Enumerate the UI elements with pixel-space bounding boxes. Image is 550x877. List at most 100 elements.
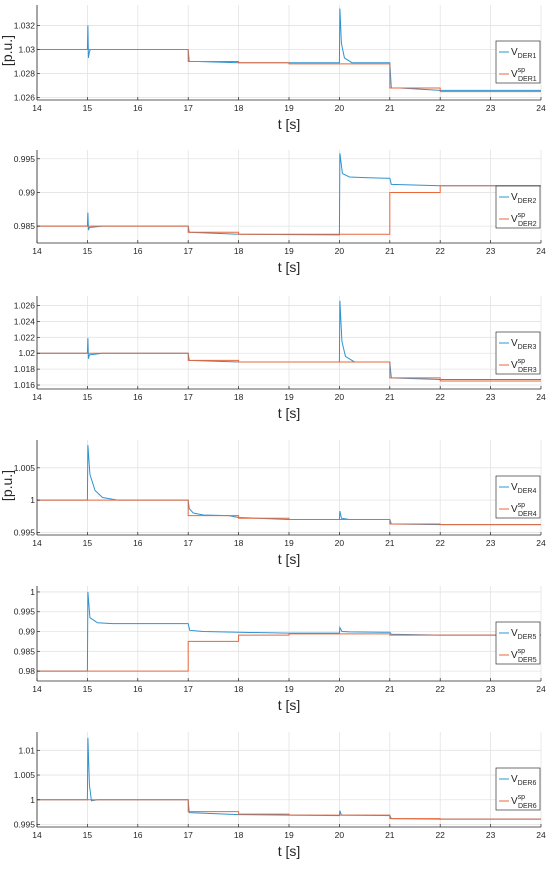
x-tick-label: 14 [32, 246, 42, 256]
y-tick-label: 1.02 [18, 348, 35, 358]
y-tick-label: 0.98 [18, 666, 35, 676]
x-axis-title: t [s] [278, 843, 301, 859]
x-tick-label: 16 [133, 684, 143, 694]
y-tick-label: 1.03 [18, 44, 35, 54]
series-setpoint-der3 [37, 352, 541, 382]
legend-subscript: DER5 [518, 657, 537, 664]
x-tick-label: 18 [234, 830, 244, 840]
x-tick-label: 14 [32, 684, 42, 694]
legend-subscript: DER4 [518, 511, 537, 518]
y-tick-label: 1.026 [14, 301, 36, 311]
legend-entry: VDER2 [511, 192, 536, 205]
legend-symbol: V [511, 69, 518, 80]
x-tick-label: 18 [234, 392, 244, 402]
y-tick-label: 0.995 [14, 607, 36, 617]
y-tick-label: 0.985 [14, 221, 36, 231]
x-tick-label: 20 [335, 538, 345, 548]
legend-superscript: sp [518, 67, 526, 74]
legend-entry: Vsp DER1 [511, 67, 537, 83]
x-tick-label: 15 [83, 103, 93, 113]
legend-subscript: DER5 [518, 634, 537, 641]
legend-entry: VDER1 [511, 47, 536, 60]
x-tick-label: 24 [536, 103, 546, 113]
panel-6: 14 15 16 17 18 19 20 21 22 23 24 0.995 1 1.005 1.01 t [… [14, 732, 546, 859]
y-tick-label: 1.028 [14, 69, 36, 79]
legend-symbol: V [511, 774, 518, 785]
x-tick-label: 22 [435, 246, 445, 256]
y-tick-label: 1 [30, 587, 35, 597]
y-tick-label: 0.99 [18, 187, 35, 197]
x-tick-label: 19 [284, 684, 294, 694]
legend-superscript: sp [518, 648, 526, 655]
legend-box [495, 767, 541, 811]
legend-superscript: sp [518, 212, 526, 219]
legend-symbol: V [511, 628, 518, 639]
y-tick-label: 0.99 [18, 627, 35, 637]
x-tick-label: 22 [435, 103, 445, 113]
legend-subscript: DER1 [518, 53, 537, 60]
y-tick-label: 1.016 [14, 380, 36, 390]
x-tick-label: 15 [83, 246, 93, 256]
legend-symbol: V [511, 504, 518, 515]
x-tick-label: 21 [385, 392, 395, 402]
y-tick-label: 1 [30, 795, 35, 805]
x-tick-label: 24 [536, 538, 546, 548]
x-tick-label: 18 [234, 538, 244, 548]
y-tick-label: 1.01 [18, 745, 35, 755]
x-tick-label: 17 [183, 392, 193, 402]
x-tick-label: 21 [385, 830, 395, 840]
legend-entry: VDER6 [511, 774, 536, 787]
x-tick-label: 18 [234, 246, 244, 256]
panel-3: 14 15 16 17 18 19 20 21 22 23 24 1.016 1.018 1.02 1.02… [14, 296, 546, 421]
x-axis-title: t [s] [278, 551, 301, 567]
x-tick-label: 19 [284, 830, 294, 840]
x-tick-label: 19 [284, 392, 294, 402]
y-tick-label: 1.018 [14, 364, 36, 374]
x-tick-label: 17 [183, 246, 193, 256]
x-tick-label: 21 [385, 684, 395, 694]
y-tick-label: 1.032 [14, 20, 36, 30]
legend-entry: Vsp DER5 [511, 648, 537, 664]
x-tick-label: 22 [435, 538, 445, 548]
x-tick-label: 20 [335, 103, 345, 113]
legend-subscript: DER1 [518, 76, 537, 83]
panel-5: 14 15 16 17 18 19 20 21 22 23 24 0.98 0.985 0.99 0.995… [14, 586, 546, 713]
x-tick-label: 17 [183, 103, 193, 113]
x-tick-label: 23 [486, 392, 496, 402]
x-tick-label: 17 [183, 538, 193, 548]
x-tick-label: 14 [32, 830, 42, 840]
legend-subscript: DER4 [518, 488, 537, 495]
y-axis-title: [p.u.] [0, 470, 15, 501]
legend-entry: Vsp DER4 [511, 502, 537, 518]
x-tick-label: 17 [183, 830, 193, 840]
legend-entry: VDER5 [511, 628, 536, 641]
series-setpoint-der1 [37, 48, 541, 93]
x-tick-label: 15 [83, 392, 93, 402]
legend-box [495, 621, 541, 665]
x-tick-label: 21 [385, 246, 395, 256]
legend-symbol: V [511, 650, 518, 661]
legend-symbol: V [511, 47, 518, 58]
series-setpoint-der6 [37, 799, 541, 820]
x-tick-label: 24 [536, 684, 546, 694]
y-axis-title: [p.u.] [0, 35, 15, 66]
series-measured-der5 [37, 591, 541, 672]
x-tick-label: 23 [486, 538, 496, 548]
y-tick-label: 0.995 [14, 527, 36, 537]
x-tick-label: 24 [536, 830, 546, 840]
x-axis-title: t [s] [278, 116, 301, 132]
x-tick-label: 19 [284, 246, 294, 256]
y-tick-label: 1.005 [14, 770, 36, 780]
legend-entry: Vsp DER3 [511, 358, 537, 374]
y-tick-label: 1.026 [14, 93, 36, 103]
x-tick-label: 20 [335, 830, 345, 840]
y-tick-label: 0.995 [14, 820, 36, 830]
legend-superscript: sp [518, 502, 526, 509]
